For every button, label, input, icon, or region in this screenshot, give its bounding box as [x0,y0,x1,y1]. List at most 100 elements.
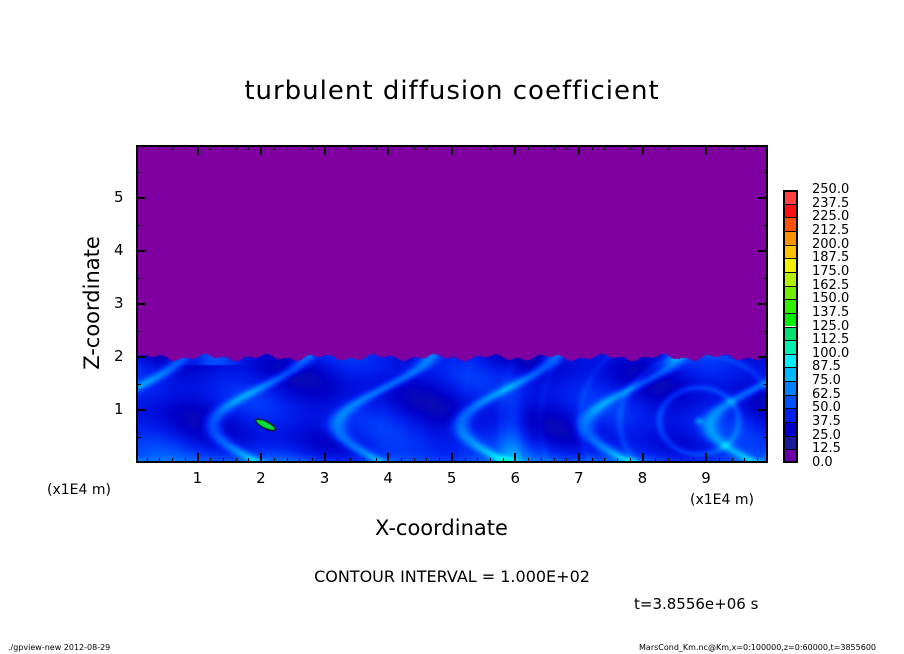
colorbar-bin [784,353,797,368]
x-minor-tick-top [553,145,555,150]
x-minor-tick-top [617,145,619,150]
x-minor-tick [668,458,670,463]
x-minor-tick [413,458,415,463]
x-tick-label: 2 [256,469,266,487]
x-minor-tick-top [172,145,174,150]
x-minor-tick-top [591,145,593,150]
x-tick-top [514,145,517,155]
x-minor-tick [477,458,479,463]
x-tick-label: 7 [574,469,584,487]
x-minor-tick [159,458,161,463]
colorbar-bin [784,230,797,245]
x-minor-tick [528,458,530,463]
y-minor-tick-right [763,330,768,332]
x-minor-tick [426,458,428,463]
x-tick [196,453,199,463]
x-minor-tick-top [718,145,720,150]
x-minor-tick-top [426,145,428,150]
y-tick-right [758,250,768,252]
x-minor-tick-top [528,145,530,150]
x-minor-tick-top [337,145,339,150]
x-tick [705,453,708,463]
x-minor-tick [350,458,352,463]
colorbar-label: 75.0 [812,373,841,389]
y-minor-tick-right [763,383,768,385]
x-unit-label-left: (x1E4 m) [47,482,111,498]
y-tick [136,409,146,411]
x-minor-tick [299,458,301,463]
colorbar-bin [784,408,797,423]
heatmap-field [136,145,768,463]
x-minor-tick [490,458,492,463]
colorbar-label: 162.5 [812,277,850,293]
y-tick-right [758,356,768,358]
x-minor-tick-top [235,145,237,150]
x-minor-tick-top [362,145,364,150]
colorbar-label: 187.5 [812,250,850,266]
colorbar-bin [784,435,797,450]
colorbar-label: 12.5 [812,441,841,457]
x-minor-tick-top [668,145,670,150]
x-tick-top [196,145,199,155]
contour-interval: CONTOUR INTERVAL = 1.000E+02 [314,567,590,586]
x-minor-tick-top [299,145,301,150]
x-axis-label: X-coordinate [375,516,508,540]
x-tick-top [705,145,708,155]
colorbar-label: 100.0 [812,345,850,361]
colorbar-bin [784,381,797,395]
colorbar-bin [784,285,797,300]
x-tick-label: 3 [319,469,330,487]
x-minor-tick-top [159,145,161,150]
x-tick [387,453,390,463]
x-tick-top [578,145,581,155]
colorbar-label: 137.5 [812,304,850,320]
x-minor-tick [248,458,250,463]
x-tick [450,453,453,463]
x-minor-tick-top [223,145,224,150]
y-minor-tick-right [763,436,768,438]
x-unit-label-right: (x1E4 m) [690,492,754,508]
x-minor-tick [439,458,441,463]
x-tick-top [641,145,644,155]
x-minor-tick-top [273,145,275,150]
x-minor-tick-top [413,145,415,150]
colorbar-label: 225.0 [812,209,850,225]
x-minor-tick-top [210,145,212,150]
y-minor-tick [136,171,141,173]
x-minor-tick [286,458,288,463]
y-minor-tick [136,383,141,385]
colorbar-bin [784,271,797,286]
colorbar-label: 87.5 [812,359,841,375]
colorbar-bin [784,367,797,382]
colorbar-label: 212.5 [812,222,850,238]
colorbar-bin [784,217,797,231]
y-tick-label: 3 [114,294,124,312]
colorbar-bin [784,258,797,272]
y-tick [136,197,146,199]
y-tick [136,303,146,305]
colorbar-label: 237.5 [812,195,850,211]
y-tick-label: 2 [114,347,124,365]
x-minor-tick [655,458,657,463]
colorbar-bin [784,449,797,463]
x-tick [260,453,263,463]
y-tick-right [758,197,768,199]
x-minor-tick-top [731,145,733,150]
x-minor-tick [540,458,542,463]
x-minor-tick-top [629,145,631,150]
x-minor-tick-top [490,145,492,150]
x-minor-tick-top [439,145,441,150]
colorbar-label: 37.5 [812,414,841,430]
footer-left: ./gpview-new 2012-08-29 [8,643,111,652]
x-minor-tick-top [184,145,186,150]
x-minor-tick [502,458,504,463]
x-minor-tick-top [680,145,682,150]
colorbar-label: 125.0 [812,318,850,334]
time-label: t=3.8556e+06 s [634,595,759,613]
y-tick-label: 4 [114,241,124,259]
x-minor-tick [464,458,466,463]
x-tick-top [387,145,390,155]
x-tick [641,453,644,463]
x-minor-tick [273,458,275,463]
x-tick-label: 1 [192,469,203,487]
